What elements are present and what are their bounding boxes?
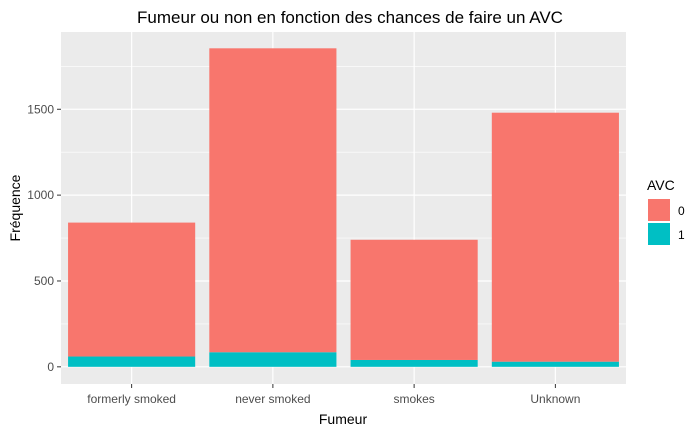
legend-label-avc-1: 1 (678, 228, 685, 242)
legend-swatch-avc-0 (648, 199, 670, 221)
x-tick-label: smokes (393, 392, 434, 406)
y-tick-label: 1500 (27, 102, 54, 116)
y-tick-label: 500 (34, 274, 54, 288)
bar-smokes-avc-0 (350, 239, 478, 360)
x-tick-label: never smoked (235, 392, 310, 406)
bar-never-smoked-avc-1 (209, 352, 337, 367)
x-tick-label: formerly smoked (87, 392, 176, 406)
y-tick-label: 1000 (27, 188, 54, 202)
bar-unknown-avc-1 (491, 361, 619, 367)
bars (68, 48, 619, 367)
legend-title: AVC (647, 177, 675, 193)
bar-formerly-smoked-avc-0 (68, 222, 196, 357)
legend-label-avc-0: 0 (678, 204, 685, 218)
y-axis-label: Fréquence (7, 174, 23, 241)
y-tick-label: 0 (47, 360, 54, 374)
chart-title: Fumeur ou non en fonction des chances de… (137, 8, 563, 27)
x-axis-label: Fumeur (319, 411, 368, 427)
legend-swatch-avc-1 (648, 223, 670, 245)
legend: AVC 01 (647, 177, 685, 245)
x-tick-label: Unknown (530, 392, 580, 406)
bar-never-smoked-avc-0 (209, 48, 337, 353)
bar-smokes-avc-1 (350, 359, 478, 367)
bar-unknown-avc-0 (491, 112, 619, 362)
bar-formerly-smoked-avc-1 (68, 356, 196, 367)
legend-items: 01 (648, 199, 685, 245)
axes: 0 500 1000 1500 formerly smoked never smoked s… (27, 102, 580, 406)
